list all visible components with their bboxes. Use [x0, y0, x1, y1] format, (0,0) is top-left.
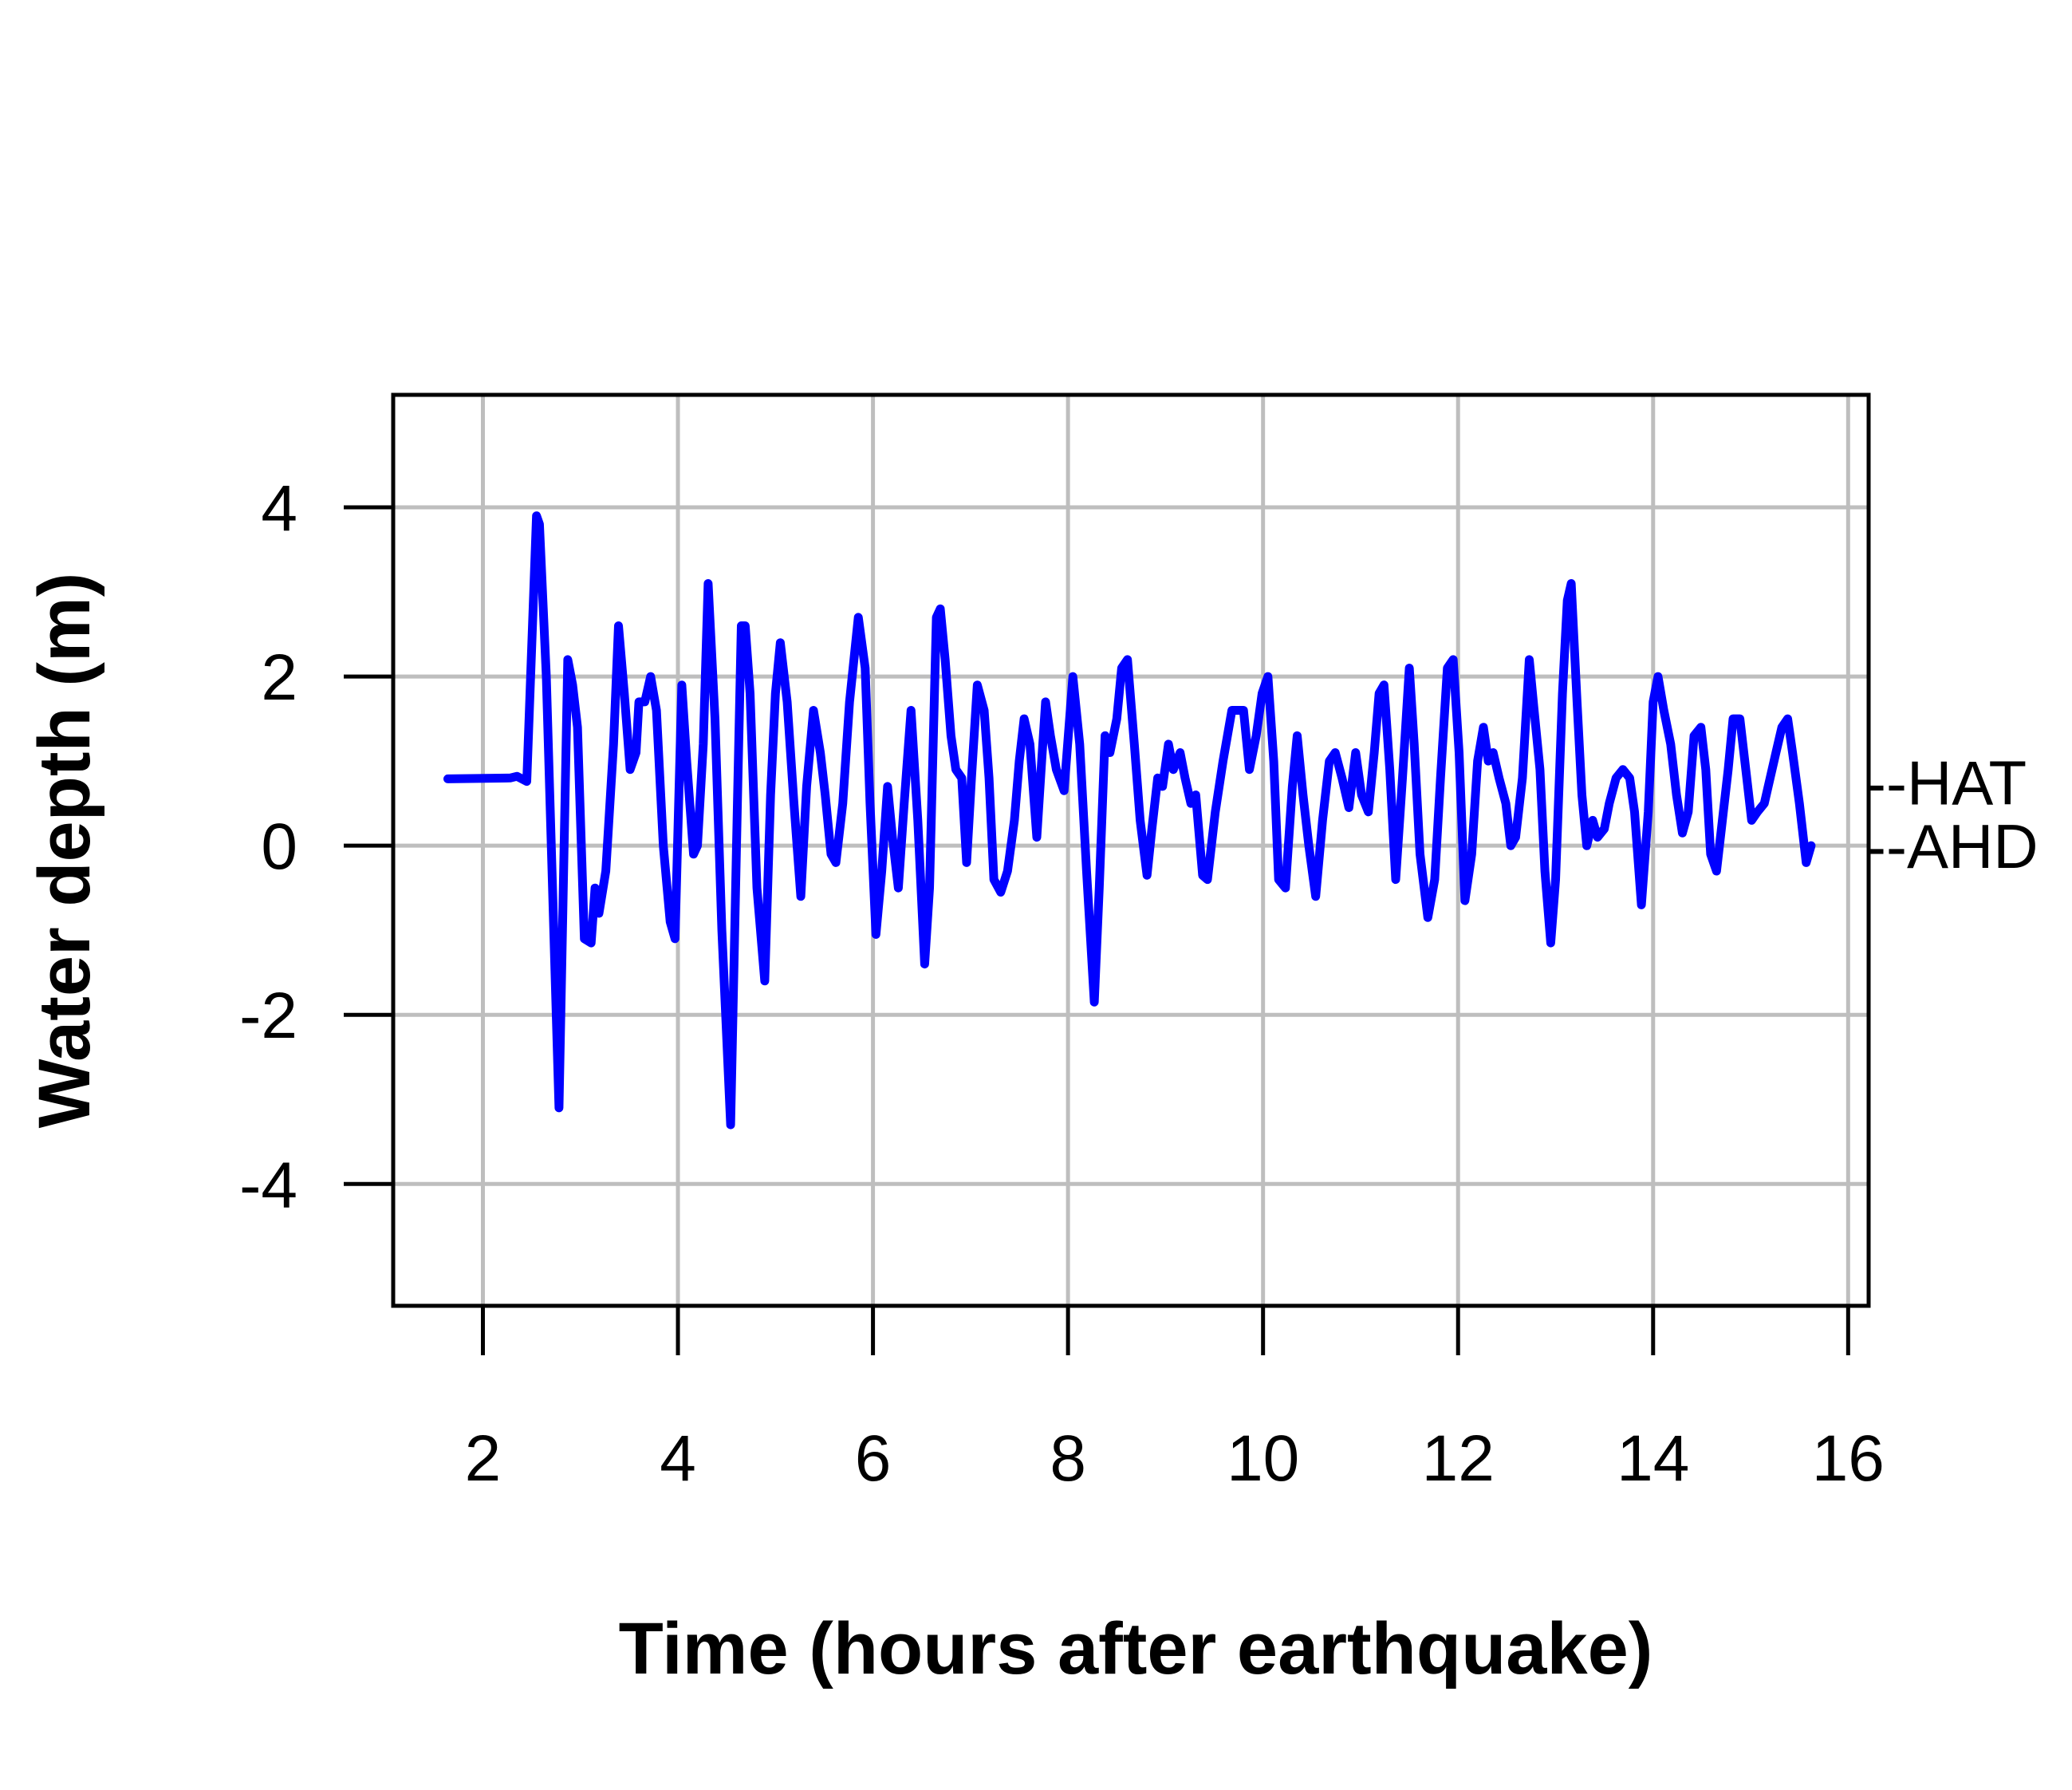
x-tick-label: 6: [855, 1422, 892, 1495]
x-tick-label: 12: [1422, 1422, 1495, 1495]
y-axis-title: Water depth (m): [24, 573, 105, 1129]
x-tick-label: 4: [660, 1422, 696, 1495]
series-line-water-depth: [443, 511, 1816, 1130]
y-tick-label: 0: [261, 810, 297, 883]
grid-lines: [393, 395, 1869, 1306]
y-tick-label: -2: [239, 980, 297, 1052]
x-axis: 2 4 6 8 10 12 14 16: [465, 1303, 1885, 1495]
annotation-hat: --HAT: [1865, 748, 2027, 818]
x-tick-label: 14: [1617, 1422, 1689, 1495]
y-tick-label: 4: [261, 472, 297, 545]
x-axis-title: Time (hours after earthquake): [619, 1608, 1653, 1689]
annotation-ahd: --AHD: [1865, 811, 2039, 881]
x-tick-label: 16: [1812, 1422, 1885, 1495]
x-tick-label: 10: [1227, 1422, 1299, 1495]
x-tick-label: 8: [1050, 1422, 1086, 1495]
reference-level-annotations: --HAT--AHD: [1865, 748, 2039, 882]
y-tick-label: -4: [239, 1149, 297, 1221]
series-layer: [443, 511, 1816, 1130]
y-axis: -4 -2 0 2 4: [239, 472, 393, 1221]
y-tick-label: 2: [261, 641, 297, 714]
x-tick-label: 2: [465, 1422, 502, 1495]
